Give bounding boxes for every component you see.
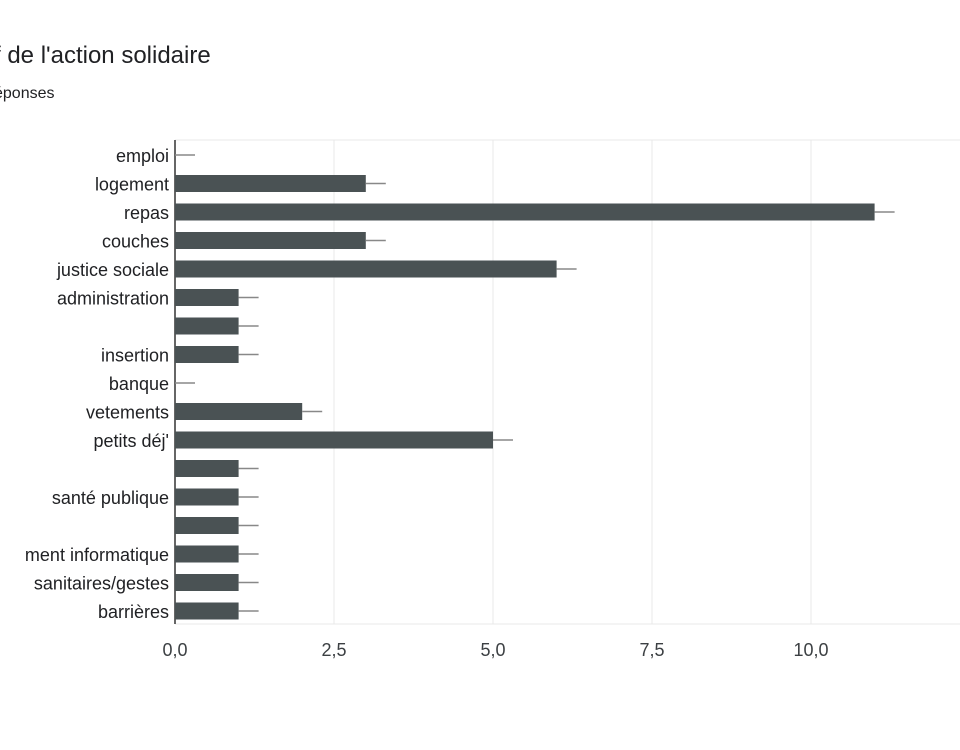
category-label: repas: [124, 203, 169, 223]
category-label: banque: [109, 374, 169, 394]
label-layer: emploi logement repas couches justice social…: [25, 146, 169, 622]
category-label: justice sociale: [56, 260, 169, 280]
bar: [175, 203, 875, 221]
category-label: vetements: [86, 403, 169, 423]
category-label: emploi: [116, 146, 169, 166]
category-label: petits déj': [94, 431, 169, 451]
category-label: insertion: [101, 346, 169, 366]
x-tick-label: 2,5: [321, 640, 346, 660]
bar: [175, 488, 239, 506]
category-label: barrières: [98, 602, 169, 622]
bar: [175, 431, 493, 449]
x-tick-label: 0,0: [162, 640, 187, 660]
x-tick-label: 5,0: [480, 640, 505, 660]
bar: [175, 232, 366, 249]
x-tick-label: 7,5: [639, 640, 664, 660]
x-tick-label: 10,0: [793, 640, 828, 660]
grid-layer: [174, 139, 960, 625]
bar: [175, 602, 239, 620]
bar: [175, 545, 239, 563]
bar: [175, 517, 239, 534]
chart-title: f de l'action solidaire: [0, 42, 211, 69]
category-label: logement: [95, 175, 169, 195]
bar: [175, 574, 239, 591]
bar-layer: [175, 154, 895, 620]
bar: [175, 317, 239, 335]
bar: [175, 260, 557, 278]
category-label: santé publique: [52, 488, 169, 508]
bar: [175, 175, 366, 192]
bar: [175, 460, 239, 477]
category-label: ment informatique: [25, 545, 169, 565]
bar: [175, 346, 239, 363]
chart-subtitle: éponses: [0, 85, 55, 102]
category-label: administration: [57, 289, 169, 309]
category-label: couches: [102, 232, 169, 252]
category-label: sanitaires/gestes: [34, 574, 169, 594]
tick-layer: 0,02,55,07,510,01: [162, 640, 828, 660]
bar: [175, 289, 239, 306]
bar: [175, 403, 303, 420]
